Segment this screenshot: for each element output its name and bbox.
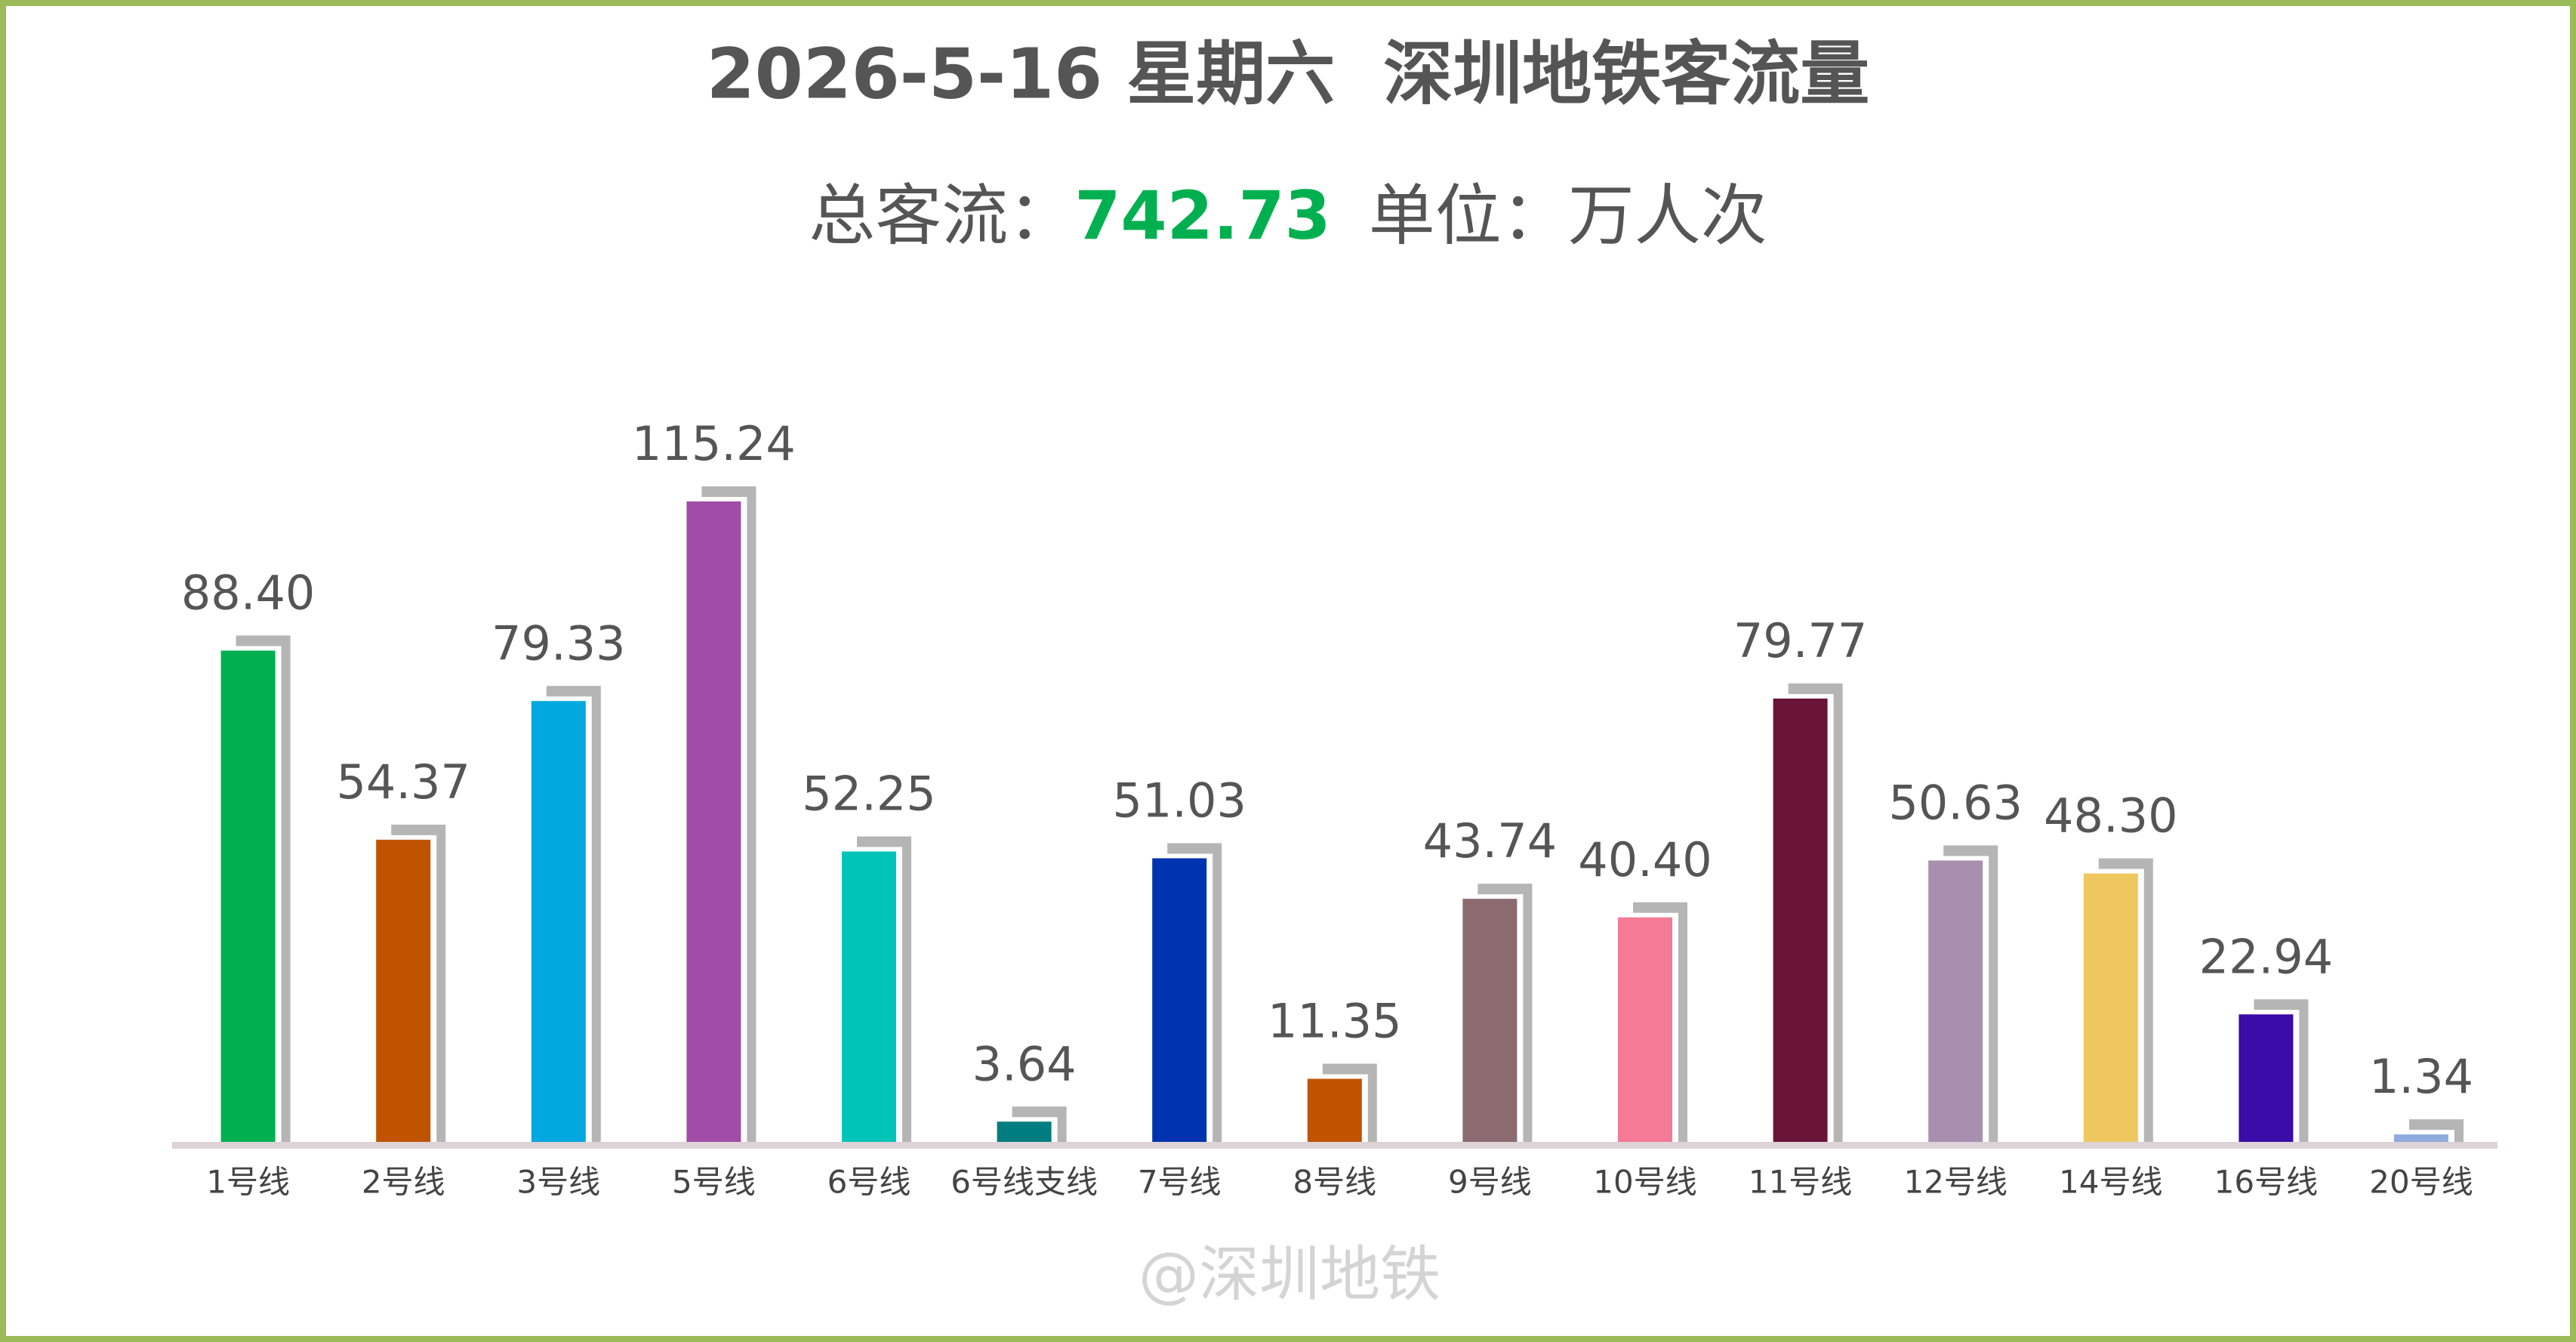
value-label: 88.40 xyxy=(181,566,316,621)
bar xyxy=(997,1121,1052,1142)
bar xyxy=(2394,1134,2448,1142)
watermark: @深圳地铁 xyxy=(1139,1239,1441,1310)
bar xyxy=(1462,899,1518,1142)
total-value: 742.73 xyxy=(1074,177,1331,255)
x-tick-label: 12号线 xyxy=(1903,1164,2007,1201)
subtitle: 总客流：742.73 单位：万人次 xyxy=(809,177,1767,255)
chart-title: 2026-5-16 星期六 深圳地铁客流量 xyxy=(707,33,1870,114)
x-tick-label: 11号线 xyxy=(1749,1164,1852,1201)
bar xyxy=(842,851,896,1142)
value-label: 22.94 xyxy=(2199,929,2334,984)
total-label: 总客流： xyxy=(809,177,1074,255)
x-tick-label: 9号线 xyxy=(1448,1164,1532,1201)
value-label: 51.03 xyxy=(1112,773,1246,828)
x-tick-label: 5号线 xyxy=(672,1164,756,1201)
bar xyxy=(1618,917,1672,1142)
x-tick-label: 16号线 xyxy=(2214,1164,2318,1201)
baseline xyxy=(172,1142,2497,1149)
bar xyxy=(2239,1014,2294,1142)
value-label: 54.37 xyxy=(336,754,470,810)
x-tick-label: 10号线 xyxy=(1593,1164,1696,1201)
x-tick-label: 1号线 xyxy=(206,1164,290,1201)
x-tick-label: 6号线支线 xyxy=(951,1164,1098,1201)
value-label: 79.33 xyxy=(491,615,626,671)
value-label: 52.25 xyxy=(802,767,936,822)
bar xyxy=(1928,860,1983,1142)
x-tick-label: 8号线 xyxy=(1293,1164,1376,1201)
x-tick-label: 7号线 xyxy=(1138,1164,1222,1201)
unit-label: 单位：万人次 xyxy=(1369,177,1767,255)
bar xyxy=(376,839,431,1142)
value-label: 1.34 xyxy=(2369,1049,2473,1104)
x-tick-label: 14号线 xyxy=(2059,1164,2162,1201)
value-label: 48.30 xyxy=(2044,788,2178,844)
bar xyxy=(531,701,586,1142)
bar xyxy=(686,501,741,1142)
bar xyxy=(1773,699,1828,1142)
bar xyxy=(1152,858,1207,1142)
x-tick-label: 20号线 xyxy=(2369,1164,2473,1201)
value-label: 40.40 xyxy=(1578,832,1712,887)
value-label: 3.64 xyxy=(972,1036,1077,1091)
value-label: 43.74 xyxy=(1423,813,1558,868)
x-tick-label: 2号线 xyxy=(362,1164,445,1201)
x-tick-label: 6号线 xyxy=(827,1164,911,1201)
bar xyxy=(1307,1078,1362,1142)
value-label: 11.35 xyxy=(1268,994,1402,1049)
value-label: 50.63 xyxy=(1888,776,2023,831)
bar xyxy=(2083,873,2138,1142)
value-label: 79.77 xyxy=(1733,613,1868,668)
x-tick-label: 3号线 xyxy=(516,1164,600,1201)
value-label: 115.24 xyxy=(632,416,796,471)
bar xyxy=(220,650,276,1142)
